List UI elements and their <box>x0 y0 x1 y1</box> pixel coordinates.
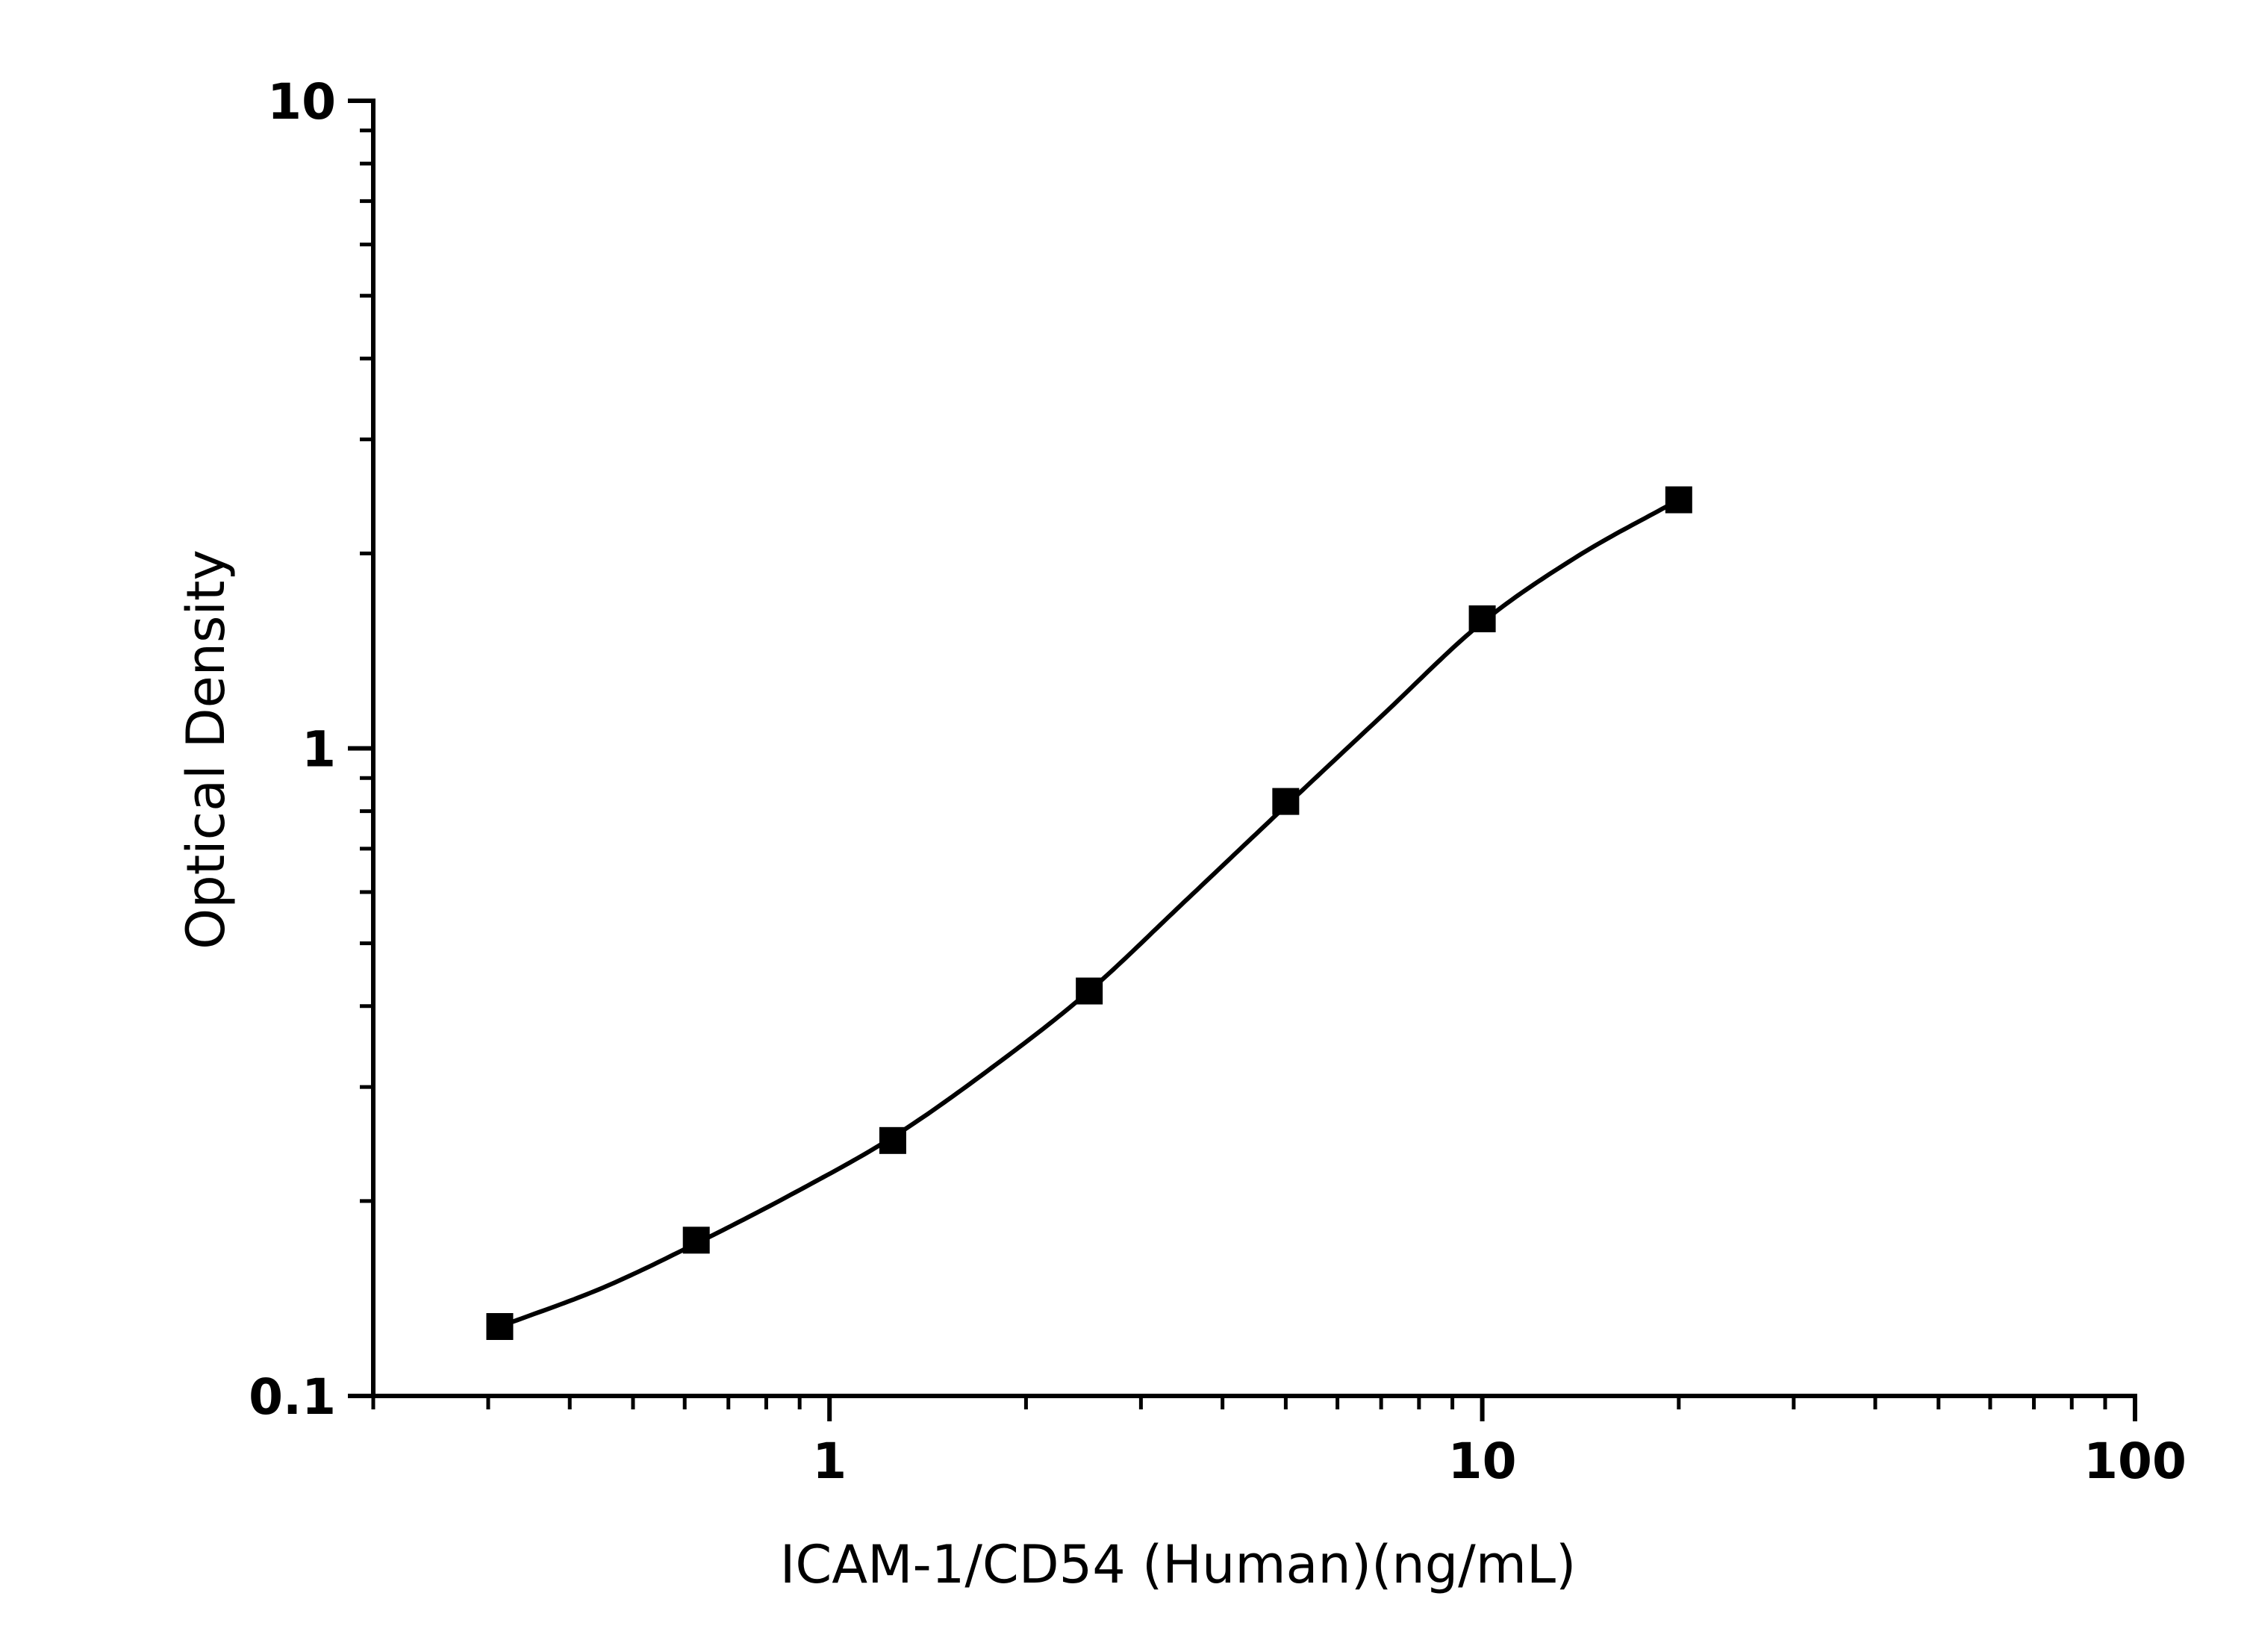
data-point <box>486 1312 514 1340</box>
data-point <box>1665 486 1692 514</box>
axes <box>348 99 2137 1421</box>
data-point <box>682 1226 710 1254</box>
y-tick-label: 1 <box>302 721 336 779</box>
data-point <box>1272 788 1300 815</box>
y-tick-label: 10 <box>267 73 336 131</box>
x-axis-title: ICAM-1/CD54 (Human)(ng/mL) <box>780 1534 1577 1595</box>
data-point <box>1076 977 1103 1005</box>
y-tick-label: 0.1 <box>249 1368 336 1426</box>
x-tick-label: 10 <box>1448 1433 1517 1490</box>
data-point <box>879 1126 906 1154</box>
tick-labels-layer: 1 10 100 0.1 1 10 <box>249 73 2187 1490</box>
x-tick-label: 1 <box>812 1433 847 1490</box>
data-point <box>1468 605 1496 632</box>
x-tick-label: 100 <box>2084 1433 2187 1490</box>
data-points-layer <box>486 486 1692 1340</box>
y-axis-title: Optical Density <box>175 549 237 950</box>
